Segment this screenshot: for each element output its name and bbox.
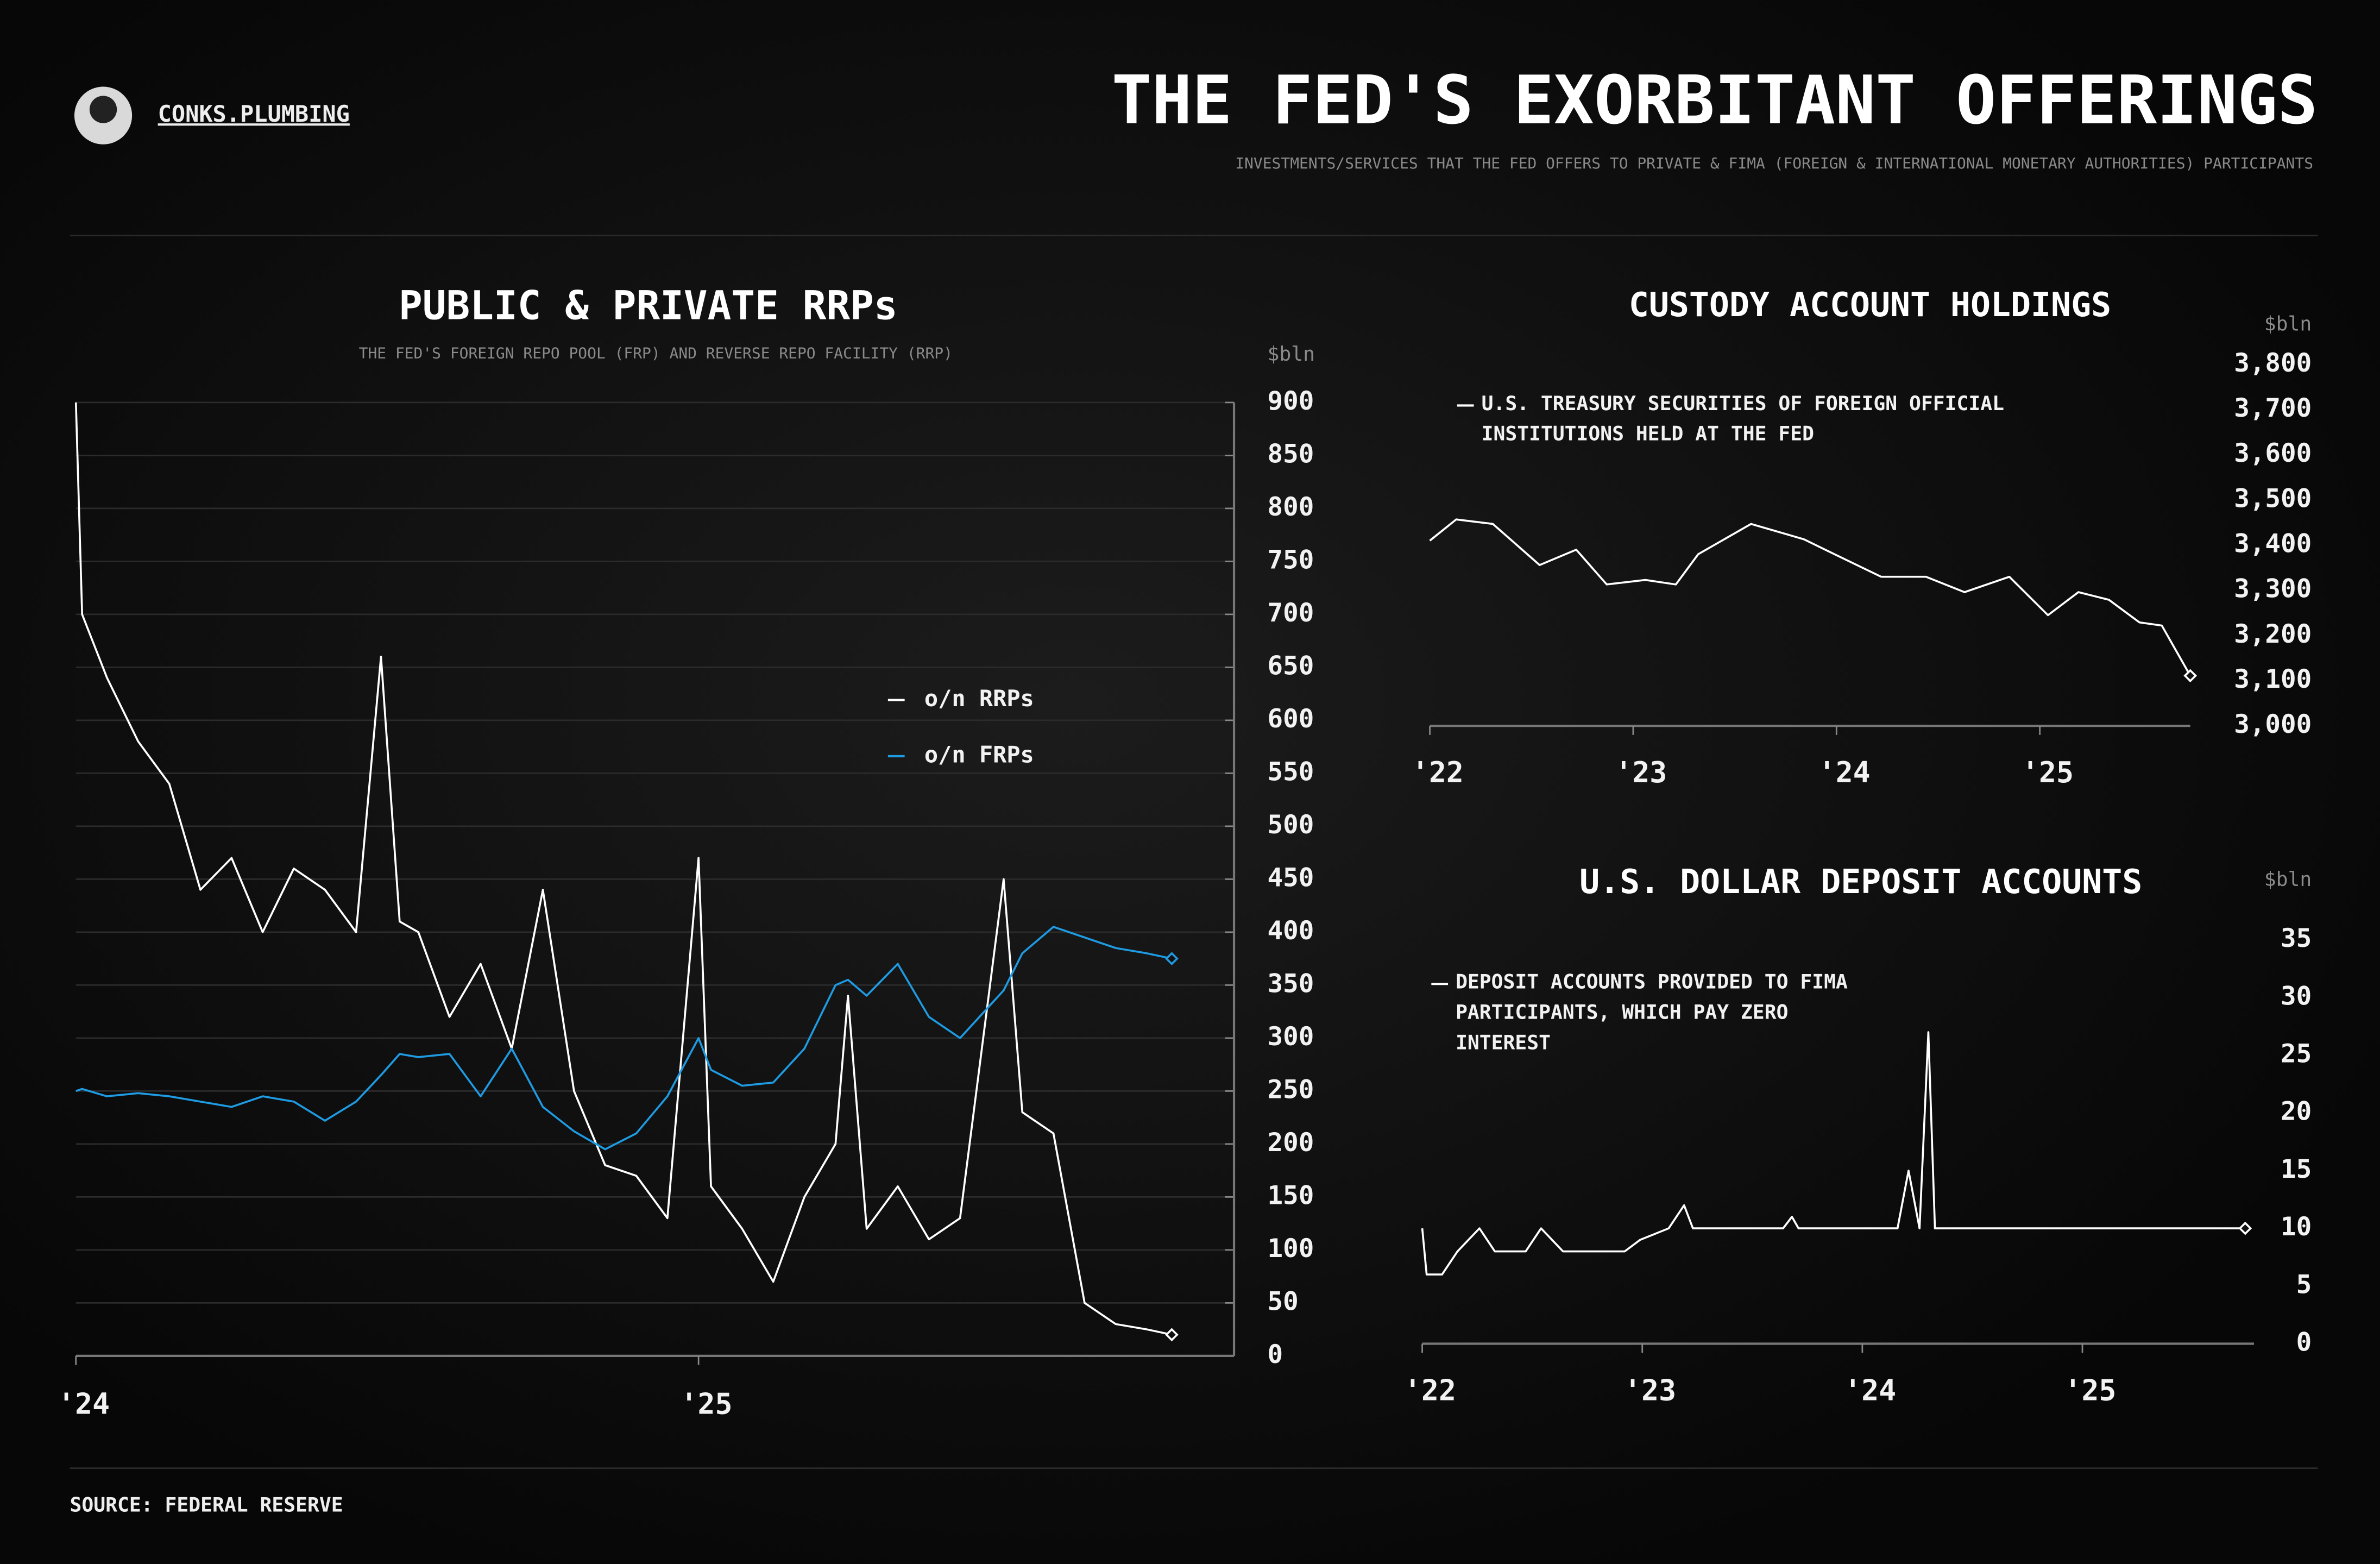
y-tick-label: 0 bbox=[1268, 1340, 1283, 1370]
legend-label: o/n FRPs bbox=[924, 741, 1034, 768]
x-tick-label: '24 bbox=[1818, 756, 1871, 789]
y-tick-label: 20 bbox=[2281, 1097, 2312, 1127]
y-tick-label: 3,200 bbox=[2234, 619, 2312, 649]
x-tick-label: '25 bbox=[2064, 1374, 2116, 1408]
page-title: THE FED'S EXORBITANT OFFERINGS bbox=[1112, 61, 2318, 139]
y-tick-label: 250 bbox=[1268, 1075, 1314, 1104]
y-tick-label: 3,300 bbox=[2234, 574, 2312, 604]
y-tick-label: 650 bbox=[1268, 651, 1314, 681]
y-tick-label: 550 bbox=[1268, 757, 1314, 787]
series-line bbox=[75, 926, 1172, 1151]
legend-box: U.S. TREASURY SECURITIES OF FOREIGN OFFI… bbox=[1481, 393, 2004, 447]
y-tick-label: 350 bbox=[1268, 969, 1314, 998]
y-tick-label: 35 bbox=[2281, 924, 2312, 953]
legend-label: DEPOSIT ACCOUNTS PROVIDED TO FIMA PARTIC… bbox=[1456, 971, 1848, 1056]
source: SOURCE: FEDERAL RESERVE bbox=[70, 1493, 343, 1517]
page-subtitle: INVESTMENTS/SERVICES THAT THE FED OFFERS… bbox=[1235, 154, 2313, 172]
x-tick-label: '22 bbox=[1404, 1374, 1456, 1408]
y-unit: $bln bbox=[2264, 312, 2312, 335]
legend-label: U.S. TREASURY SECURITIES OF FOREIGN OFFI… bbox=[1481, 393, 2004, 447]
y-tick-label: 3,700 bbox=[2234, 393, 2312, 423]
y-tick-label: 3,000 bbox=[2234, 709, 2312, 739]
y-tick-label: 150 bbox=[1268, 1180, 1314, 1210]
x-tick-label: '23 bbox=[1624, 1374, 1676, 1408]
y-tick-label: 200 bbox=[1268, 1128, 1314, 1158]
series-line bbox=[1429, 518, 2192, 676]
series-line bbox=[74, 402, 1172, 1336]
y-tick-label: 3,400 bbox=[2234, 529, 2312, 559]
y-tick-label: 3,600 bbox=[2234, 438, 2312, 468]
end-marker bbox=[2238, 1221, 2252, 1235]
chart-title: U.S. DOLLAR DEPOSIT ACCOUNTS bbox=[1579, 863, 2142, 901]
y-tick-label: 0 bbox=[2296, 1328, 2312, 1358]
avatar-head bbox=[89, 96, 117, 123]
y-tick-label: 10 bbox=[2281, 1212, 2312, 1242]
y-tick-label: 3,500 bbox=[2234, 483, 2312, 513]
x-tick-label: '23 bbox=[1615, 756, 1667, 789]
y-unit: $bln bbox=[2264, 868, 2312, 891]
y-tick-label: 600 bbox=[1268, 704, 1314, 734]
chart-subtitle: THE FED'S FOREIGN REPO POOL (FRP) AND RE… bbox=[359, 344, 953, 362]
y-tick-label: 700 bbox=[1268, 598, 1314, 628]
chart-title: PUBLIC & PRIVATE RRPs bbox=[399, 284, 898, 329]
y-tick-label: 750 bbox=[1268, 545, 1314, 575]
legend-label: o/n RRPs bbox=[924, 685, 1034, 712]
x-tick-label: '25 bbox=[2022, 756, 2074, 789]
y-tick-label: 400 bbox=[1268, 916, 1314, 946]
end-marker bbox=[1165, 952, 1179, 965]
y-tick-label: 800 bbox=[1268, 492, 1314, 522]
legend-box: DEPOSIT ACCOUNTS PROVIDED TO FIMA PARTIC… bbox=[1456, 971, 1848, 1056]
y-tick-label: 3,800 bbox=[2234, 348, 2312, 378]
y-tick-label: 5 bbox=[2296, 1270, 2312, 1299]
y-tick-label: 25 bbox=[2281, 1039, 2312, 1069]
series-line bbox=[1421, 1031, 2245, 1276]
x-tick-label: '24 bbox=[58, 1387, 110, 1421]
x-tick-label: '24 bbox=[1844, 1374, 1896, 1408]
x-tick-label: '22 bbox=[1412, 756, 1464, 789]
x-tick-label: '25 bbox=[681, 1387, 733, 1421]
y-tick-label: 100 bbox=[1268, 1234, 1314, 1264]
y-tick-label: 300 bbox=[1268, 1022, 1314, 1052]
y-tick-label: 3,100 bbox=[2234, 664, 2312, 694]
y-tick-label: 30 bbox=[2281, 981, 2312, 1011]
y-tick-label: 850 bbox=[1268, 439, 1314, 469]
y-unit: $bln bbox=[1268, 342, 1315, 366]
y-tick-label: 15 bbox=[2281, 1154, 2312, 1184]
y-tick-label: 500 bbox=[1268, 810, 1314, 840]
end-marker bbox=[1165, 1328, 1179, 1342]
y-tick-label: 450 bbox=[1268, 863, 1314, 893]
y-tick-label: 50 bbox=[1268, 1286, 1299, 1316]
end-marker bbox=[2183, 669, 2198, 683]
y-tick-label: 900 bbox=[1268, 386, 1314, 416]
brand[interactable]: CONKS.PLUMBING bbox=[158, 101, 350, 127]
chart-title: CUSTODY ACCOUNT HOLDINGS bbox=[1629, 286, 2111, 324]
